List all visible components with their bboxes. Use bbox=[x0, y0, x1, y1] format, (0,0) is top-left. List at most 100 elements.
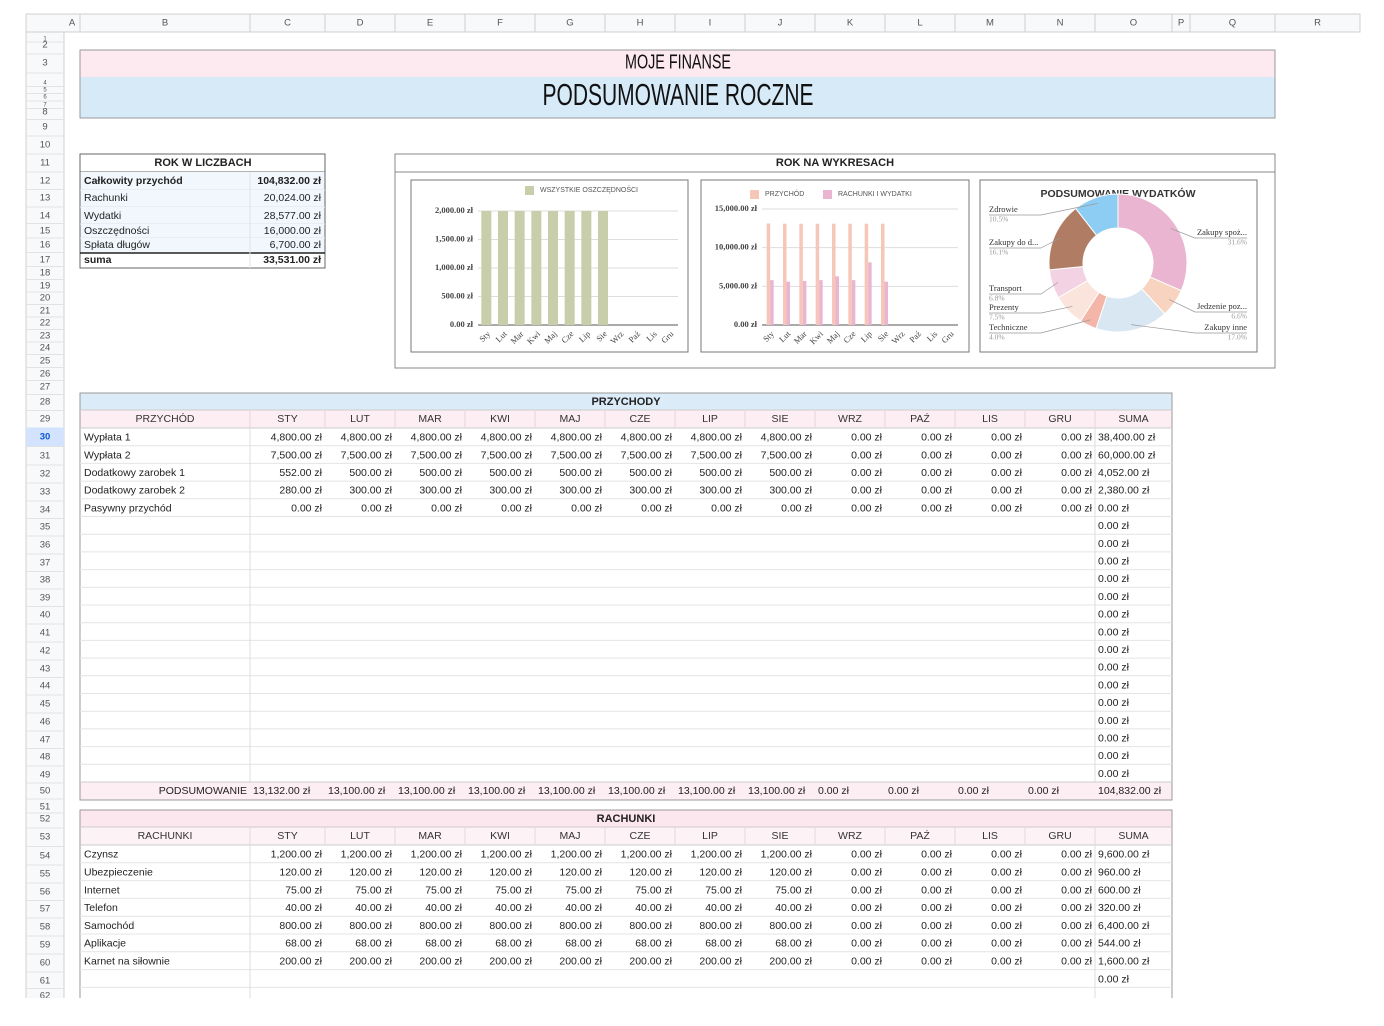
column-header: C bbox=[284, 18, 291, 29]
bar bbox=[819, 280, 823, 325]
slice-value-label: 31.6% bbox=[1228, 238, 1247, 247]
cell-value: 0.00 zł bbox=[991, 449, 1023, 461]
cell-value: 0.00 zł bbox=[1098, 662, 1130, 674]
cell-value: 0.00 zł bbox=[921, 902, 953, 914]
cell-value: 0.00 zł bbox=[1098, 768, 1130, 780]
cell-value: 60,000.00 zł bbox=[1098, 449, 1156, 461]
cell-value: 0.00 zł bbox=[1098, 520, 1130, 532]
row-label: Samochód bbox=[84, 920, 134, 932]
row-header: 1 bbox=[43, 37, 47, 43]
column-header: R bbox=[1314, 18, 1321, 29]
charts-title: ROK NA WYKRESACH bbox=[776, 157, 894, 169]
cell-value: 40.00 zł bbox=[285, 902, 322, 914]
row-header: 38 bbox=[40, 575, 51, 586]
cell-value: 1,200.00 zł bbox=[691, 849, 743, 861]
row-header: 54 bbox=[40, 851, 51, 862]
cell-value: 0.00 zł bbox=[991, 485, 1023, 497]
column-title: STY bbox=[277, 413, 297, 425]
cell-value: 0.00 zł bbox=[888, 785, 920, 797]
column-title: SIE bbox=[772, 830, 789, 842]
row-header: 28 bbox=[40, 397, 51, 408]
cell-value: 4,800.00 zł bbox=[551, 432, 603, 444]
row-header: 16 bbox=[40, 240, 51, 251]
bar bbox=[581, 211, 592, 325]
cell-value: 4,800.00 zł bbox=[341, 432, 393, 444]
column-title: GRU bbox=[1048, 413, 1071, 425]
row-header: 36 bbox=[40, 540, 51, 551]
cell-value: 0.00 zł bbox=[921, 449, 953, 461]
row-header: 40 bbox=[40, 610, 51, 621]
legend-swatch bbox=[823, 190, 832, 199]
row-header: 49 bbox=[40, 770, 51, 781]
column-title: KWI bbox=[490, 413, 510, 425]
row-header: 44 bbox=[40, 681, 51, 692]
column-title: SIE bbox=[772, 413, 789, 425]
cell-value: 2,380.00 zł bbox=[1098, 485, 1150, 497]
cell-value: 0.00 zł bbox=[921, 866, 953, 878]
row-header: 6 bbox=[43, 95, 47, 101]
cell-value: 4,800.00 zł bbox=[481, 432, 533, 444]
cell-value: 75.00 zł bbox=[635, 884, 672, 896]
cell-value: 68.00 zł bbox=[635, 938, 672, 950]
cell-value: 0.00 zł bbox=[851, 920, 883, 932]
cell-value: 0.00 zł bbox=[571, 502, 603, 514]
y-tick-label: 1,000.00 zł bbox=[435, 262, 474, 272]
cell-value: 40.00 zł bbox=[775, 902, 812, 914]
cell-value: 0.00 zł bbox=[1098, 644, 1130, 656]
cell-value: 40.00 zł bbox=[425, 902, 462, 914]
summary-row-bg bbox=[80, 207, 325, 224]
cell-value: 75.00 zł bbox=[705, 884, 742, 896]
row-header: 52 bbox=[40, 814, 51, 825]
row-label: PODSUMOWANIE bbox=[159, 785, 247, 797]
cell-value: 0.00 zł bbox=[1061, 884, 1093, 896]
column-header: G bbox=[566, 18, 573, 29]
cell-value: 7,500.00 zł bbox=[621, 449, 673, 461]
column-header: M bbox=[986, 18, 994, 29]
row-header: 29 bbox=[40, 414, 51, 425]
column-title: MAJ bbox=[560, 830, 581, 842]
row-header: 59 bbox=[40, 940, 51, 951]
cell-value: 0.00 zł bbox=[921, 884, 953, 896]
column-header: J bbox=[778, 18, 783, 29]
cell-value: 4,800.00 zł bbox=[761, 432, 813, 444]
row-header: 4 bbox=[43, 81, 47, 87]
column-title: LIP bbox=[702, 413, 718, 425]
cell-value: 0.00 zł bbox=[1098, 697, 1130, 709]
cell-value: 120.00 zł bbox=[279, 866, 322, 878]
column-header: E bbox=[427, 18, 433, 29]
bar bbox=[564, 211, 575, 325]
table-header-bg bbox=[80, 827, 1172, 845]
cell-value: 0.00 zł bbox=[921, 849, 953, 861]
cell-value: 0.00 zł bbox=[991, 884, 1023, 896]
cell-value: 0.00 zł bbox=[991, 467, 1023, 479]
row-header: 61 bbox=[40, 976, 51, 987]
bar bbox=[598, 211, 608, 325]
column-title: MAR bbox=[418, 413, 442, 425]
cell-value: 120.00 zł bbox=[419, 866, 462, 878]
cell-value: 0.00 zł bbox=[921, 920, 953, 932]
cell-value: 0.00 zł bbox=[1061, 485, 1093, 497]
y-tick-label: 15,000.00 zł bbox=[715, 203, 758, 213]
slice-label: Zakupy spoż... bbox=[1197, 227, 1247, 237]
summary-label: Wydatki bbox=[84, 210, 121, 222]
cell-value: 500.00 zł bbox=[419, 467, 462, 479]
bar bbox=[786, 281, 790, 325]
header-subtitle: MOJE FINANSE bbox=[625, 51, 731, 73]
cell-value: 0.00 zł bbox=[1061, 955, 1093, 967]
cell-value: 0.00 zł bbox=[1098, 573, 1130, 585]
row-header: 42 bbox=[40, 646, 51, 657]
cell-value: 800.00 zł bbox=[489, 920, 532, 932]
row-header: 2 bbox=[42, 40, 47, 51]
cell-value: 75.00 zł bbox=[285, 884, 322, 896]
cell-value: 800.00 zł bbox=[769, 920, 812, 932]
cell-value: 0.00 zł bbox=[1098, 502, 1130, 514]
row-header: 56 bbox=[40, 887, 51, 898]
table-title-bg bbox=[80, 393, 1172, 411]
row-header: 60 bbox=[40, 958, 51, 969]
cell-value: 104,832.00 zł bbox=[1098, 785, 1162, 797]
leader-line bbox=[1131, 324, 1196, 334]
y-tick-label: 10,000.00 zł bbox=[715, 242, 758, 252]
cell-value: 200.00 zł bbox=[699, 955, 742, 967]
column-title: GRU bbox=[1048, 830, 1071, 842]
summary-label: Spłata długów bbox=[84, 239, 150, 251]
